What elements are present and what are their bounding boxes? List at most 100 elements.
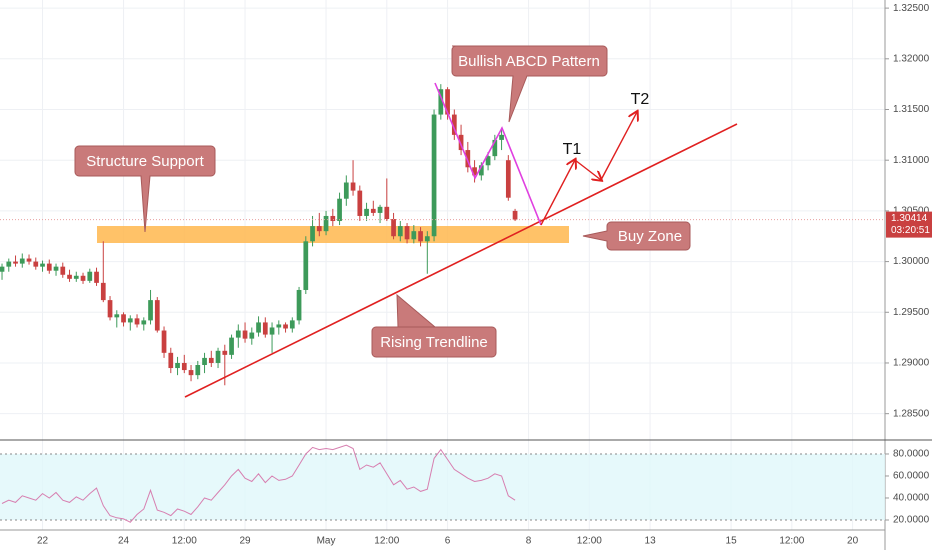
candle-body — [26, 258, 32, 262]
candle-body — [40, 263, 45, 267]
y-tick-label: 60.0000 — [893, 471, 930, 482]
y-tick-label: 20.0000 — [893, 515, 930, 526]
candle-body — [391, 219, 396, 237]
candle-body — [262, 322, 268, 335]
target-label: T1 — [563, 141, 582, 158]
candle-body — [330, 215, 336, 222]
x-tick-label: 15 — [726, 536, 738, 547]
candle-body — [229, 337, 234, 355]
candle-body — [276, 324, 282, 328]
last-price-label: 1.30414 — [891, 213, 928, 224]
rsi-pane — [0, 444, 885, 523]
candle-body — [424, 236, 430, 242]
candle-body — [80, 275, 86, 281]
grid — [0, 0, 885, 530]
candle-body — [512, 210, 518, 220]
rsi-band — [0, 453, 885, 520]
candle-body — [161, 330, 167, 353]
candle-body — [175, 362, 180, 369]
candle-body — [370, 208, 376, 213]
candle-body — [431, 114, 437, 237]
x-tick-label: 12:00 — [577, 536, 602, 547]
y-tick-label: 1.30000 — [893, 256, 930, 267]
candle-body — [13, 261, 18, 264]
callout — [451, 45, 608, 123]
candle-body — [438, 89, 444, 115]
candle-body — [222, 350, 228, 355]
x-tick-label: 8 — [526, 536, 532, 547]
arrow — [540, 160, 575, 226]
candle-body — [310, 226, 315, 242]
candle-body — [60, 266, 66, 275]
target-label: T2 — [631, 91, 650, 108]
abcd-pattern — [434, 82, 542, 226]
y-tick-label: 40.0000 — [893, 493, 930, 504]
candle-body — [492, 139, 498, 157]
annotation: Rising Trendline — [380, 334, 488, 351]
y-tick-label: 80.0000 — [893, 449, 930, 460]
y-tick-label: 1.32000 — [893, 53, 930, 64]
y-tick-label: 1.31000 — [893, 155, 930, 166]
annotation: Structure Support — [86, 153, 204, 170]
y-tick-label: 1.28500 — [893, 408, 930, 419]
candle-body — [364, 208, 369, 216]
candle-body — [418, 231, 423, 242]
y-tick-label: 1.30500 — [893, 206, 930, 217]
callout — [371, 293, 497, 358]
rsi-line — [1, 444, 516, 523]
candle-body — [127, 318, 133, 323]
x-tick-label: 22 — [37, 536, 49, 547]
arrow — [574, 159, 601, 180]
candle-body — [283, 324, 288, 329]
x-axis-bg — [0, 530, 932, 550]
candle-body — [6, 261, 12, 267]
candle-body — [249, 332, 255, 339]
candle-body — [256, 322, 261, 333]
candle-body — [316, 226, 322, 232]
candle-body — [465, 150, 471, 168]
candle-body — [73, 275, 79, 279]
x-tick-label: 29 — [239, 536, 251, 547]
candle-body — [181, 362, 187, 371]
candle-body — [296, 289, 302, 321]
candle-body — [134, 318, 140, 325]
x-tick-label: 13 — [645, 536, 657, 547]
candle-body — [404, 226, 410, 240]
callout — [582, 221, 691, 251]
candle-body — [87, 271, 93, 281]
candle-body — [478, 165, 484, 176]
candle-body — [33, 261, 39, 267]
x-tick-label: May — [317, 536, 336, 547]
candle-body — [100, 282, 106, 301]
candle-body — [445, 89, 450, 115]
candle-body — [343, 182, 349, 199]
candle-body — [141, 320, 147, 325]
candle-body — [357, 190, 363, 216]
candle-body — [208, 357, 214, 363]
trendline — [184, 123, 738, 398]
candle-body — [202, 357, 207, 365]
x-tick-label: 6 — [445, 536, 451, 547]
candle-body — [499, 134, 504, 140]
y-tick-label: 1.31500 — [893, 104, 930, 115]
candle-body — [114, 314, 120, 318]
candle-body — [94, 271, 99, 283]
candle-body — [397, 226, 403, 237]
y-tick-label: 1.29500 — [893, 307, 930, 318]
candle-body — [289, 320, 295, 329]
candle-body — [107, 300, 113, 318]
arrow — [600, 112, 637, 181]
x-tick-label: 12:00 — [374, 536, 399, 547]
candle-body — [46, 263, 52, 271]
candle-body — [188, 370, 194, 376]
last-price-box — [886, 211, 932, 238]
x-tick-label: 12:00 — [779, 536, 804, 547]
candle-body — [215, 350, 221, 363]
callout — [74, 145, 216, 233]
annotation: Buy Zone — [618, 228, 682, 245]
candle-body — [411, 231, 417, 240]
candle-body — [323, 215, 329, 232]
buy-zone-rect — [97, 226, 569, 243]
candle-body — [168, 352, 174, 369]
